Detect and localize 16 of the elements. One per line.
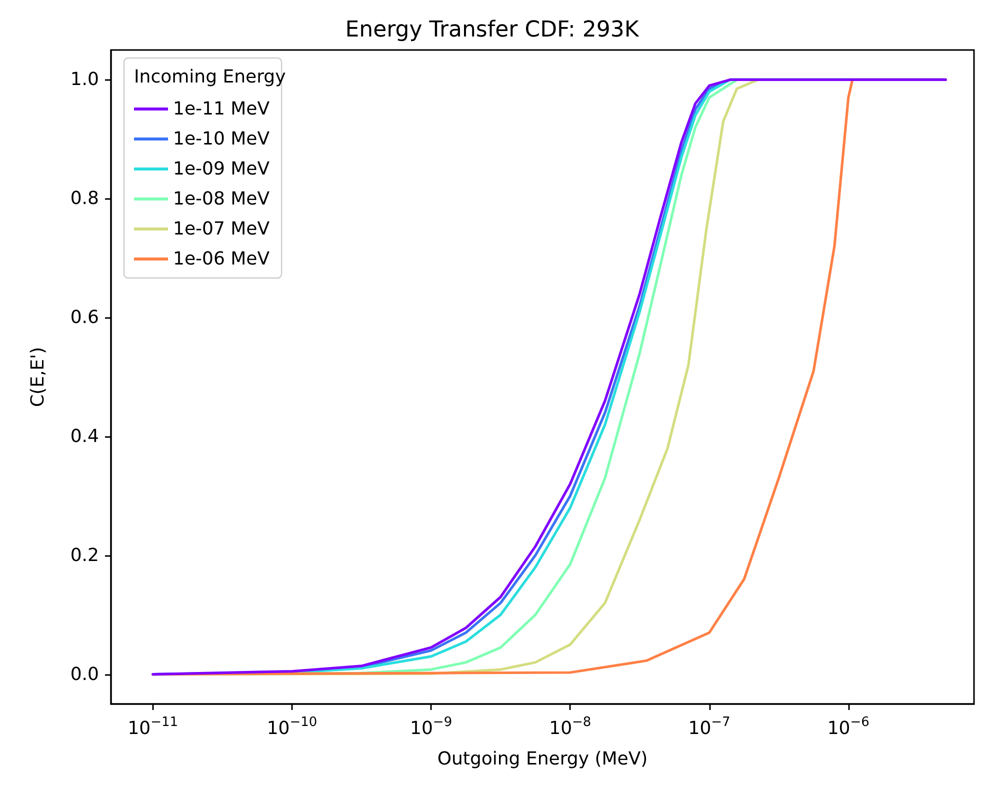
legend-label: 1e-10 MeV: [173, 128, 270, 150]
x-axis-title: Outgoing Energy (MeV): [437, 748, 648, 770]
y-tick-label: 1.0: [70, 69, 99, 90]
y-tick-label: 0.2: [70, 544, 99, 566]
legend-label: 1e-09 MeV: [173, 158, 270, 180]
legend-label: 1e-08 MeV: [173, 188, 270, 210]
y-tick-label: 0.0: [70, 664, 99, 685]
legend-label: 1e-11 MeV: [173, 98, 270, 120]
chart-title: Energy Transfer CDF: 293K: [345, 18, 640, 42]
y-tick-label: 0.8: [70, 188, 99, 210]
legend-label: 1e-07 MeV: [173, 218, 270, 240]
y-tick-label: 0.6: [70, 307, 99, 328]
y-tick-label: 0.4: [70, 426, 99, 447]
y-axis-title: C(E,E'): [28, 346, 48, 408]
legend-title: Incoming Energy: [134, 66, 286, 88]
legend-label: 1e-06 MeV: [173, 248, 270, 270]
